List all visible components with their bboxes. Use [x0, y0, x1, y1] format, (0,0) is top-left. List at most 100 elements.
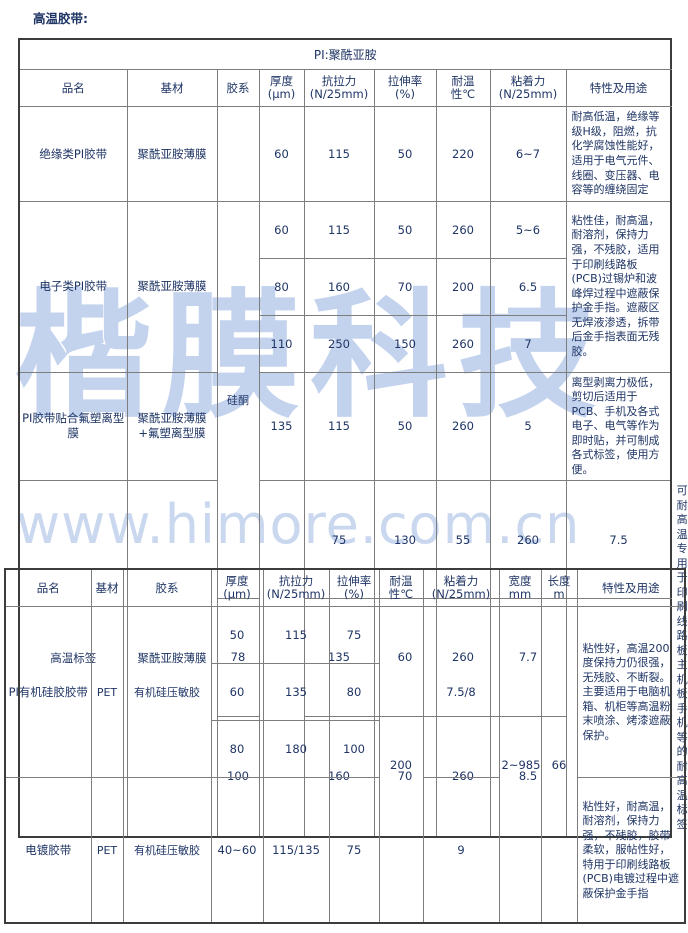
- page-caption: 高温胶带:: [33, 11, 88, 26]
- header-temp: 耐温 性℃: [378, 568, 424, 608]
- header-length-unit: m: [553, 587, 565, 602]
- cell-tensile: 180: [262, 720, 330, 779]
- cell-adhesion: 5: [489, 371, 567, 482]
- pi-table-title-row: PI:聚酰亚胺: [18, 38, 672, 70]
- table-row: 110 250 150 260 7: [19, 314, 671, 373]
- header-adhesion-label: 粘着力: [443, 574, 479, 588]
- product-features: 粘性好，耐高温，耐溶剂，保持力强，不残胶，胶带柔软，服帖性好，特用于印刷线路板(…: [576, 777, 686, 924]
- pi-table-header-row: 品名 基材 胶系 厚度 (μm) 抗拉力 (N/25mm) 拉伸率 (%) 耐温: [18, 68, 672, 108]
- cell-temp: 200: [435, 257, 491, 316]
- cell-thickness: 60: [210, 663, 264, 722]
- product-name: PI胶带贴合氟塑离型膜: [18, 371, 128, 482]
- cell-tensile: 135: [262, 663, 330, 722]
- cell-temp: 260: [435, 371, 491, 482]
- product-features: 离型剥离力极低，剪切后适用于PCB、手机及各式电子、电气等作为即时贴，并可制成各…: [565, 371, 672, 482]
- header-adhesion-label: 粘着力: [510, 74, 546, 88]
- header-features: 特性及用途: [576, 568, 686, 608]
- table-row: 80 180 100: [5, 720, 685, 779]
- header-tensile-label: 抗拉力: [321, 74, 357, 88]
- table-row: 电镀胶带 PET 有机硅压敏胶 40~60 115/135 75 9 粘性好，耐…: [4, 777, 686, 924]
- cell-adhesion: 9: [422, 777, 500, 924]
- header-tensile-unit: (N/25mm): [266, 587, 326, 602]
- cell-adhesion: 7: [489, 314, 567, 373]
- cell-elongation: 80: [328, 663, 380, 722]
- cell-tensile: 115: [303, 106, 375, 202]
- cell-thickness: 80: [210, 720, 264, 779]
- cell-adhesion: 5~6: [489, 200, 567, 259]
- header-width-unit: mm: [508, 587, 532, 602]
- cell-thickness: 80: [258, 257, 305, 316]
- header-tensile: 抗拉力 (N/25mm): [262, 568, 330, 608]
- cell-elongation: 75: [328, 777, 380, 924]
- table-row: PI胶带贴合氟塑离型膜 聚酰亚胺薄膜+氟塑离型膜 135 115 50 260 …: [18, 371, 672, 482]
- header-thickness-unit: (μm): [223, 587, 251, 602]
- cell-tensile: 115: [262, 606, 330, 665]
- header-elongation-label: 拉伸率: [336, 574, 372, 588]
- header-elongation: 拉伸率 (%): [373, 68, 437, 108]
- cell-adhesion: 7.5/8: [422, 606, 500, 779]
- table-row: PI有机硅胶胶带 PET 有机硅压敏胶 50 115 75 200 7.5/8 …: [4, 606, 686, 924]
- pet-tape-table: 品名 基材 胶系 厚度 (μm) 抗拉力 (N/25mm) 拉伸率 (%) 耐温: [4, 568, 686, 925]
- header-adhesion-unit: (N/25mm): [431, 587, 491, 602]
- header-thickness-label: 厚度: [225, 574, 249, 588]
- cell-temp: 200: [378, 606, 424, 924]
- header-width: 宽度 mm: [498, 568, 542, 608]
- header-length-label: 长度: [547, 574, 571, 588]
- header-temp-label: 耐温: [451, 74, 475, 88]
- header-thickness: 厚度 (μm): [258, 68, 305, 108]
- cell-elongation: 50: [373, 106, 437, 202]
- cell-elongation: 70: [373, 257, 437, 316]
- header-name: 品名: [4, 568, 92, 608]
- pi-table-title: PI:聚酰亚胺: [18, 38, 672, 70]
- product-features: 耐高低温，绝缘等级H级，阻燃，抗化学腐蚀性能好，适用于电气元件、线圈、变压器、电…: [565, 106, 672, 202]
- cell-thickness: 60: [258, 106, 305, 202]
- header-elongation-unit: (%): [395, 87, 415, 102]
- header-substrate: 基材: [126, 68, 218, 108]
- cell-tensile: 115: [303, 371, 375, 482]
- cell-tensile: 250: [303, 314, 375, 373]
- product-adhesive: 硅酮: [216, 200, 260, 600]
- cell-thickness: 60: [258, 200, 305, 259]
- pet-table-header-row: 品名 基材 胶系 厚度 (μm) 抗拉力 (N/25mm) 拉伸率 (%) 耐温: [4, 568, 686, 608]
- header-temp-unit: 性℃: [450, 87, 476, 102]
- header-temp: 耐温 性℃: [435, 68, 491, 108]
- cell-temp: 260: [435, 314, 491, 373]
- header-width-label: 宽度: [508, 574, 532, 588]
- cell-elongation: 50: [373, 371, 437, 482]
- cell-width: 2~985: [498, 606, 542, 924]
- product-name: 电镀胶带: [4, 777, 92, 924]
- header-elongation-label: 拉伸率: [387, 74, 423, 88]
- cell-tensile: 115/135: [262, 777, 330, 924]
- table-row: 60 135 80: [5, 663, 685, 722]
- cell-thickness: 50: [210, 606, 264, 665]
- header-substrate: 基材: [90, 568, 124, 608]
- cell-elongation: 50: [373, 200, 437, 259]
- header-adhesive: 胶系: [216, 68, 260, 108]
- product-name: PI有机硅胶胶带: [4, 606, 92, 779]
- table-row: 80 160 70 200 6.5: [19, 257, 671, 316]
- product-adhesive: 有机硅压敏胶: [122, 606, 212, 779]
- product-substrate: 聚酰亚胺薄膜+氟塑离型膜: [126, 371, 218, 482]
- header-adhesion: 粘着力 (N/25mm): [422, 568, 500, 608]
- header-elongation-unit: (%): [344, 587, 364, 602]
- header-thickness-label: 厚度: [270, 74, 293, 88]
- product-features: 粘性佳，耐高温，耐溶剂，保持力强，不残胶，适用于印刷线路板(PCB)过锡炉和波峰…: [565, 200, 672, 373]
- header-thickness: 厚度 (μm): [210, 568, 264, 608]
- cell-thickness: 40~60: [210, 777, 264, 924]
- table-row: 电子类PI胶带 聚酰亚胺薄膜 硅酮 60 115 50 260 5~6 粘性佳，…: [18, 200, 672, 600]
- product-features: 粘性好，高温200度保持力仍很强，无残胶、不断裂。主要适用于电脑机箱、机柜等高温…: [576, 606, 686, 779]
- header-length: 长度 m: [540, 568, 578, 608]
- product-substrate: PET: [90, 606, 124, 779]
- header-tensile-label: 抗拉力: [278, 574, 314, 588]
- cell-thickness: 135: [258, 371, 305, 482]
- header-features: 特性及用途: [565, 68, 672, 108]
- cell-length: 66: [540, 606, 578, 924]
- cell-elongation: 75: [328, 606, 380, 665]
- header-adhesive: 胶系: [122, 568, 212, 608]
- header-name: 品名: [18, 68, 128, 108]
- header-thickness-unit: (μm): [267, 87, 296, 102]
- cell-elongation: 150: [373, 314, 437, 373]
- cell-temp: 260: [435, 200, 491, 259]
- header-temp-unit: 性℃: [388, 587, 414, 602]
- table-row: 绝缘类PI胶带 聚酰亚胺薄膜 60 115 50 220 6~7 耐高低温，绝缘…: [18, 106, 672, 202]
